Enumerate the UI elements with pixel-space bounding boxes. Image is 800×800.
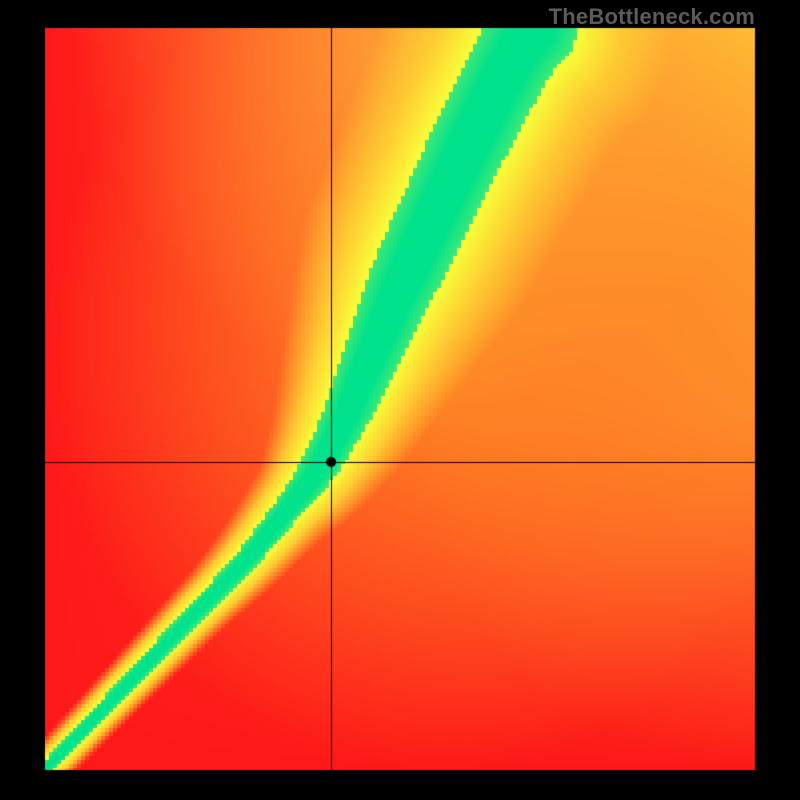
heatmap-canvas	[0, 0, 800, 800]
chart-container: TheBottleneck.com	[0, 0, 800, 800]
watermark-text: TheBottleneck.com	[549, 4, 755, 30]
